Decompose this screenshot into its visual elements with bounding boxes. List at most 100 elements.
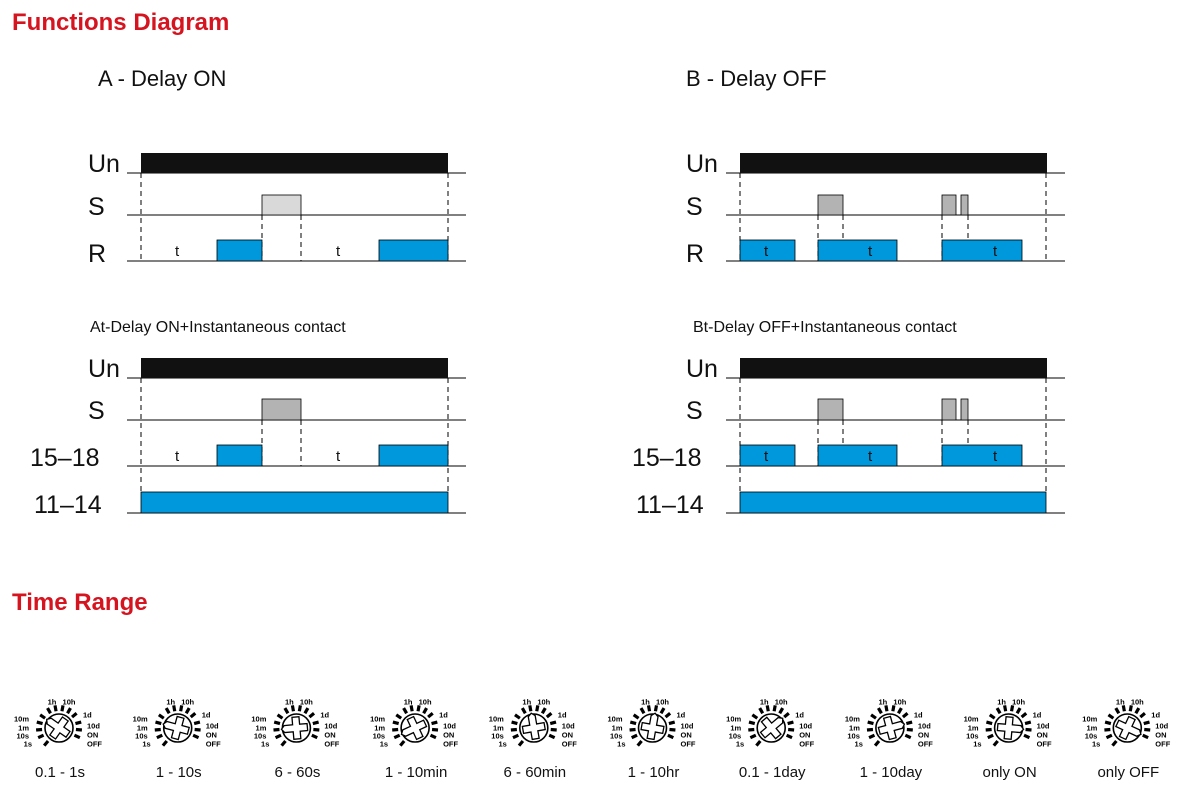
pointer-arrow-icon [162,715,191,741]
dial-scale-label: 1m [730,724,741,733]
dial-tick [431,720,438,726]
time-range-heading: Time Range [12,589,148,616]
dial-tick [273,720,281,726]
dial-tick [37,733,45,740]
dial-tick [35,727,43,732]
dial-scale-label: 10d [87,722,100,731]
dial-scale-label: 1h [285,698,294,707]
dial-tick [1104,720,1112,726]
dial-tick [785,733,793,740]
row-label-11-14: 11–14 [34,491,102,519]
s-pulse [960,398,969,421]
instant-contact-bar [140,491,449,514]
dial-tick [985,720,993,726]
t-label: t [764,243,769,260]
relay-on-pulse [378,444,449,467]
row-label-s: S [88,397,105,425]
dial-tick [772,705,777,712]
dial-scale-label: 1d [558,711,567,720]
dial-scale-label: 1h [760,698,769,707]
dial-tick [549,720,557,726]
dial-tick [630,733,638,740]
dial-tick [866,727,874,732]
dial-tick [161,739,168,747]
dial-scale-label: 1m [612,724,623,733]
row-label-un: Un [88,150,120,178]
dial-tick [157,713,165,720]
un-supply-bar [141,153,448,173]
dial-tick [1105,733,1113,740]
dial-tick [985,727,992,732]
dial-scale-label: OFF [1037,740,1052,749]
t-label: t [868,243,873,260]
dial-scale-label: 10d [324,722,337,731]
dial-tick [758,707,765,715]
dial-scale-label: 10d [681,722,694,731]
dial-scale-label: 1h [522,698,531,707]
row-label-un: Un [686,150,718,178]
dial-scale-label: 1s [142,740,150,749]
dial-tick [409,705,414,712]
dial-tick [755,739,762,747]
time-range-label: 6 - 60min [504,764,567,781]
time-range-label: 6 - 60s [274,764,320,781]
dial-pointer [400,715,428,741]
pointer-arrow-icon [46,716,71,740]
dial-scale-label: 1d [1151,711,1160,720]
dial-scale-label: 10h [775,698,788,707]
dial-scale-label: OFF [918,740,933,749]
dial-tick [867,720,874,726]
dial-scale-label: 1m [374,724,385,733]
dial-tick [402,707,408,715]
dial-tick [1009,705,1015,712]
dial-scale-label: 10s [373,732,386,741]
s-pulse [261,398,302,421]
dial-tick [868,733,876,740]
dial-scale-label: 1d [677,711,686,720]
dial-tick [787,727,795,732]
dial-scale-label: 1d [795,711,804,720]
dial-scale-label: OFF [443,740,458,749]
s-pulse [817,194,844,216]
dial-tick [749,733,757,740]
dial-tick [75,727,83,732]
dial-tick [783,711,790,719]
dial-tick [431,727,439,732]
s-pulse [941,398,957,421]
dial-scale-label: 10d [1155,722,1168,731]
dial-tick [53,705,58,712]
dial-tick [75,720,82,726]
s-pulse [960,194,969,216]
dial-scale-label: 1h [997,698,1006,707]
dial-tick [1003,705,1008,712]
t-label: t [175,448,180,465]
time-range-label: 1 - 10min [385,764,448,781]
dial-scale-label: ON [799,731,810,740]
dial-scale-label: 1d [202,711,211,720]
dial-scale-label: 10m [845,715,860,724]
dial-scale-label: 10d [206,722,219,731]
dial-tick [1143,720,1150,726]
dial-tick [308,711,316,719]
dial-scale-label: 1d [439,711,448,720]
pointer-arrow-icon [521,712,546,741]
time-range-label: 1 - 10hr [628,764,680,781]
dial-tick [427,711,434,719]
dial-scale-label: 10h [181,698,194,707]
dial-scale-label: 10m [251,715,266,724]
dial-tick [664,711,672,719]
dial-tick [1104,727,1111,732]
dial-scale-label: 10m [726,715,741,724]
diagram-title: A - Delay ON [98,66,226,91]
pointer-arrow-icon [1114,715,1142,741]
dial-scale-label: OFF [799,740,814,749]
relay-on-pulse [941,444,1023,467]
dial-scale-label: 10s [16,732,29,741]
dial-scale-label: 1d [1033,711,1042,720]
t-label: t [993,243,998,260]
dial-tick [1107,713,1115,720]
dial-tick [995,707,1002,715]
dial-scale-label: OFF [562,740,577,749]
